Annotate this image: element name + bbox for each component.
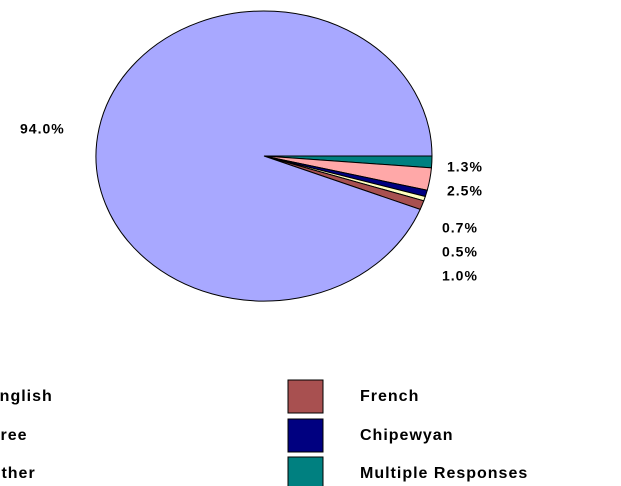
legend-label: Other (0, 465, 36, 482)
data-label: 1.3% (447, 159, 483, 175)
legend-label: Cree (0, 427, 28, 444)
data-label: 2.5% (447, 183, 483, 199)
legend-swatch (287, 379, 324, 414)
pie-slice (95, 10, 433, 302)
data-label: 1.0% (442, 268, 478, 284)
legend-swatch (287, 456, 324, 486)
legend-label: Multiple Responses (360, 465, 528, 482)
legend-label: French (360, 388, 419, 405)
legend-label: English (0, 388, 53, 405)
legend-swatch (287, 418, 324, 453)
data-label: 0.5% (442, 244, 478, 260)
legend-label: Chipewyan (360, 427, 453, 444)
data-label: 0.7% (442, 220, 478, 236)
data-label: 94.0% (20, 121, 65, 137)
